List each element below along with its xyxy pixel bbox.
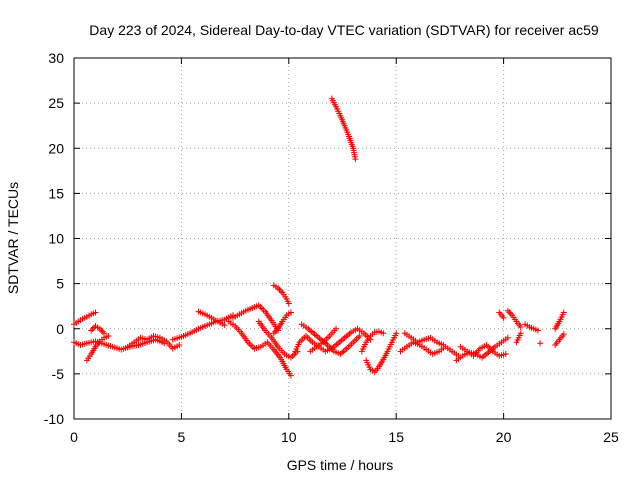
data-point-dense: [99, 328, 106, 335]
series-segment-r: [358, 328, 387, 355]
series-segment-j: [255, 318, 301, 361]
x-tick-label: 20: [496, 429, 512, 445]
data-point: [356, 332, 363, 339]
data-point: [92, 309, 99, 316]
y-axis-label: SDTVAR / TECUs: [5, 182, 21, 294]
series-segment-x: [504, 307, 524, 330]
data-point-dense: [98, 327, 105, 334]
x-tick-label: 15: [388, 429, 404, 445]
chart-title: Day 223 of 2024, Sidereal Day-to-day VTE…: [89, 22, 599, 38]
y-tick-label: 10: [48, 231, 64, 247]
series-segment-l: [270, 309, 294, 337]
x-tick-label: 25: [603, 429, 619, 445]
data-point: [285, 300, 292, 307]
series-segment-g: [195, 308, 228, 329]
data-point: [502, 351, 509, 358]
series-segment-z: [522, 321, 541, 334]
series-segment-k: [270, 282, 292, 307]
series-segment-a: [71, 309, 99, 328]
y-tick-label: 30: [48, 50, 64, 66]
x-tick-label: 0: [70, 429, 78, 445]
data-point: [380, 330, 387, 337]
data-point: [287, 372, 294, 379]
data-point-dense: [276, 286, 283, 293]
data-point: [517, 330, 524, 337]
data-point: [537, 340, 544, 347]
data-point: [221, 322, 228, 329]
series-segment-ab: [552, 309, 567, 332]
data-point-dense: [506, 309, 513, 316]
x-tick-label: 5: [178, 429, 186, 445]
data-point: [176, 341, 183, 348]
data-point-dense: [277, 288, 284, 295]
data-point: [333, 325, 340, 332]
series-segment-e: [124, 332, 183, 352]
tick-label-layer: 0 5 10 15 20 25 -10 -5 0 5 10 15 20 25 30: [44, 50, 619, 445]
data-point: [534, 327, 541, 334]
data-point: [504, 334, 511, 341]
data-point: [352, 156, 359, 163]
series-segment-d: [88, 323, 108, 337]
series-segment-y: [513, 330, 524, 346]
y-tick-label: 25: [48, 95, 64, 111]
grid-layer: [74, 58, 611, 419]
series-segment-n: [298, 321, 363, 358]
series-segment-q: [363, 330, 400, 376]
series-segment-i: [229, 302, 282, 334]
series-segment-v: [457, 341, 509, 359]
data-point: [393, 330, 400, 337]
y-tick-label: -5: [52, 366, 65, 382]
series-segment-c: [83, 332, 112, 364]
y-tick-label: 0: [56, 321, 64, 337]
series-segment-f: [169, 312, 236, 343]
data-point: [504, 307, 511, 314]
series-segment-aa: [537, 340, 544, 347]
data-point: [88, 327, 95, 334]
series-segment-o: [307, 325, 340, 355]
data-point: [287, 309, 294, 316]
series-segment-s: [397, 339, 462, 359]
data-point: [101, 330, 108, 337]
data-point: [517, 323, 524, 330]
x-tick-label: 10: [281, 429, 297, 445]
series-segment-w: [496, 309, 507, 321]
y-tick-label: 15: [48, 185, 64, 201]
data-point: [560, 309, 567, 316]
data-point: [500, 314, 507, 321]
tick-layer: [73, 57, 612, 420]
y-tick-label: -10: [44, 411, 64, 427]
data-point: [440, 341, 447, 348]
series-segment-h: [225, 318, 294, 379]
data-point-dense: [507, 310, 514, 317]
y-tick-label: 5: [56, 276, 64, 292]
data-point: [105, 332, 112, 339]
x-axis-label: GPS time / hours: [287, 457, 394, 473]
data-point: [560, 331, 567, 338]
series-segment-p: [328, 95, 359, 163]
series-segment-t: [401, 330, 447, 348]
series-segment-b: [71, 336, 168, 353]
points-layer: [71, 95, 567, 379]
y-tick-label: 20: [48, 140, 64, 156]
series-segment-ac: [552, 331, 567, 348]
data-point-dense: [272, 328, 279, 335]
